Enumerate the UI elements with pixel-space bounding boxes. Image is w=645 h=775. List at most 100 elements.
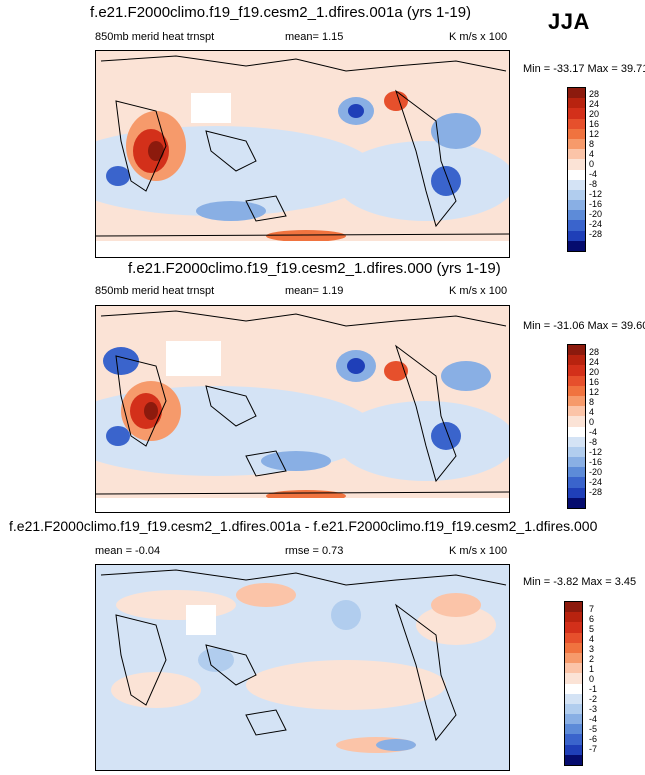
panel1-colorbar bbox=[567, 87, 586, 252]
colorbar-swatch bbox=[568, 467, 585, 478]
colorbar-swatch bbox=[565, 622, 582, 633]
colorbar-swatch bbox=[568, 240, 585, 251]
panel2-tick: -8 bbox=[589, 437, 598, 447]
colorbar-swatch bbox=[568, 426, 585, 437]
colorbar-swatch bbox=[568, 128, 585, 139]
panel3-tick: -2 bbox=[589, 694, 598, 704]
colorbar-swatch bbox=[568, 169, 585, 180]
panel1-map bbox=[95, 50, 510, 258]
colorbar-swatch bbox=[568, 200, 585, 211]
panel3-colorbar bbox=[564, 601, 583, 766]
panel1-tick: -24 bbox=[589, 219, 603, 229]
panel3-tick: 0 bbox=[589, 674, 595, 684]
panel2-variable-label: 850mb merid heat trnspt bbox=[95, 285, 215, 297]
panel3-tick: -1 bbox=[589, 684, 598, 694]
panel1-tick: 20 bbox=[589, 109, 600, 119]
panel3-tick: 4 bbox=[589, 634, 595, 644]
panel1-tick: -8 bbox=[589, 179, 598, 189]
colorbar-swatch bbox=[568, 118, 585, 129]
colorbar-swatch bbox=[568, 138, 585, 150]
panel2-tick: -24 bbox=[589, 477, 603, 487]
colorbar-swatch bbox=[568, 98, 585, 109]
colorbar-swatch bbox=[568, 149, 585, 160]
colorbar-swatch bbox=[568, 108, 585, 119]
panel3-tick: -4 bbox=[589, 714, 598, 724]
colorbar-swatch bbox=[568, 365, 585, 376]
panel2-tick: 8 bbox=[589, 397, 595, 407]
panel1-tick: 28 bbox=[589, 89, 600, 99]
panel2-tick: -28 bbox=[589, 487, 603, 497]
panel3-tick: 7 bbox=[589, 604, 595, 614]
panel1-tick: 24 bbox=[589, 99, 600, 109]
colorbar-swatch bbox=[565, 642, 582, 653]
panel3-tick: -3 bbox=[589, 704, 598, 714]
panel2-minmax-label: Min = -31.06 Max = 39.60 bbox=[523, 320, 645, 332]
panel3-tick: -6 bbox=[589, 734, 598, 744]
colorbar-swatch bbox=[568, 88, 585, 99]
panel3-mean-label: mean = -0.04 bbox=[95, 545, 161, 557]
colorbar-swatch bbox=[565, 714, 582, 725]
colorbar-swatch bbox=[565, 612, 582, 623]
colorbar-swatch bbox=[568, 395, 585, 407]
panel3-map bbox=[95, 564, 510, 771]
panel3-tick: 3 bbox=[589, 644, 595, 654]
panel2-mean-label: mean= 1.19 bbox=[285, 285, 344, 297]
panel2-title: f.e21.F2000climo.f19_f19.cesm2_1.dfires.… bbox=[128, 260, 501, 277]
colorbar-swatch bbox=[565, 744, 582, 755]
colorbar-swatch bbox=[565, 724, 582, 735]
colorbar-swatch bbox=[565, 602, 582, 613]
colorbar-swatch bbox=[568, 385, 585, 396]
colorbar-swatch bbox=[568, 220, 585, 231]
panel3-tick: 1 bbox=[589, 664, 595, 674]
panel2-tick: 12 bbox=[589, 387, 600, 397]
panel1-tick: 16 bbox=[589, 119, 600, 129]
colorbar-swatch bbox=[568, 497, 585, 508]
panel2-units-label: K m/s x 100 bbox=[449, 285, 508, 297]
panel2-tick: -12 bbox=[589, 447, 603, 457]
panel1-variable-label: 850mb merid heat trnspt bbox=[95, 31, 215, 43]
season-label: JJA bbox=[548, 9, 590, 34]
colorbar-swatch bbox=[565, 632, 582, 643]
colorbar-swatch bbox=[565, 693, 582, 704]
colorbar-swatch bbox=[565, 754, 582, 765]
colorbar-swatch bbox=[565, 663, 582, 674]
panel1-minmax-label: Min = -33.17 Max = 39.71 bbox=[523, 63, 645, 75]
colorbar-swatch bbox=[568, 355, 585, 366]
panel1-tick: -20 bbox=[589, 209, 603, 219]
panel1-tick: 0 bbox=[589, 159, 595, 169]
panel2-tick: -20 bbox=[589, 467, 603, 477]
panel3-units-label: K m/s x 100 bbox=[449, 545, 508, 557]
panel2-tick: -4 bbox=[589, 427, 598, 437]
panel1-mean-label: mean= 1.15 bbox=[285, 31, 344, 43]
colorbar-swatch bbox=[568, 345, 585, 356]
colorbar-swatch bbox=[565, 703, 582, 715]
panel1-tick: 4 bbox=[589, 149, 595, 159]
panel1-title: f.e21.F2000climo.f19_f19.cesm2_1.dfires.… bbox=[90, 4, 472, 21]
panel2-tick: 0 bbox=[589, 417, 595, 427]
panel2-map bbox=[95, 305, 510, 513]
colorbar-swatch bbox=[568, 375, 585, 386]
panel3-tick: -5 bbox=[589, 724, 598, 734]
colorbar-swatch bbox=[568, 210, 585, 221]
panel2-tick: 28 bbox=[589, 347, 600, 357]
colorbar-swatch bbox=[565, 683, 582, 694]
colorbar-swatch bbox=[565, 673, 582, 684]
panel3-tick: -7 bbox=[589, 744, 598, 754]
colorbar-swatch bbox=[568, 487, 585, 498]
panel2-tick: 20 bbox=[589, 367, 600, 377]
panel3-tick: 2 bbox=[589, 654, 595, 664]
panel3-title: f.e21.F2000climo.f19_f19.cesm2_1.dfires.… bbox=[9, 518, 598, 534]
colorbar-swatch bbox=[568, 189, 585, 201]
panel2-tick: 24 bbox=[589, 357, 600, 367]
panel2-tick: 4 bbox=[589, 407, 595, 417]
panel1-tick: -12 bbox=[589, 189, 603, 199]
panel1-tick: -28 bbox=[589, 229, 603, 239]
colorbar-swatch bbox=[568, 159, 585, 170]
panel1-tick: -4 bbox=[589, 169, 598, 179]
panel1-units-label: K m/s x 100 bbox=[449, 31, 508, 43]
colorbar-swatch bbox=[568, 230, 585, 241]
colorbar-swatch bbox=[568, 406, 585, 417]
panel3-tick: 6 bbox=[589, 614, 595, 624]
colorbar-swatch bbox=[568, 436, 585, 447]
colorbar-swatch bbox=[568, 179, 585, 190]
